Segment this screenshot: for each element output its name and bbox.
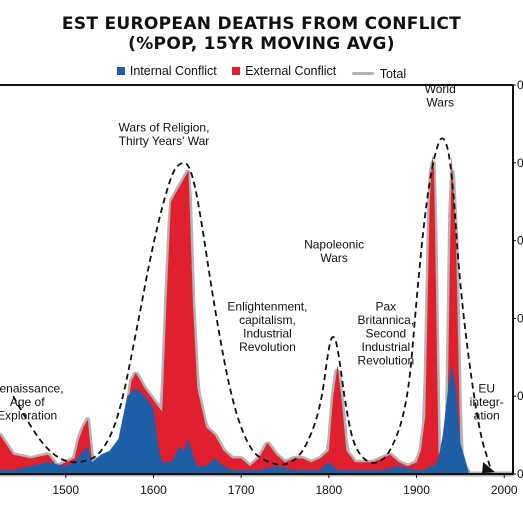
annotation-napoleonic-line-0: Napoleonic bbox=[304, 237, 364, 251]
legend: Internal Conflict External Conflict Tota… bbox=[0, 64, 523, 81]
annotation-religion: Wars of Religion,Thirty Years' War bbox=[119, 121, 210, 149]
chart-title: EST EUROPEAN DEATHS FROM CONFLICT (%POP,… bbox=[0, 14, 523, 54]
annotation-pax-line-3: Industrial bbox=[361, 340, 410, 354]
y-tick-label-5: 0 bbox=[517, 467, 523, 481]
annotation-pax-line-4: Revolution bbox=[357, 354, 414, 368]
trend-layer bbox=[12, 137, 496, 474]
annotation-enlightenment-line-0: Enlightenment, bbox=[227, 300, 307, 314]
y-tick-label-3: 0 bbox=[517, 311, 523, 325]
y-tick-label-1: 0 bbox=[517, 156, 523, 170]
annotation-pax-line-0: Pax bbox=[376, 300, 397, 314]
annotation-pax-line-2: Second bbox=[365, 327, 406, 341]
x-tick-label-1700: 1700 bbox=[228, 483, 255, 497]
legend-internal-label: Internal Conflict bbox=[129, 64, 217, 78]
internal-conflict-area bbox=[0, 365, 505, 474]
trend-arrowhead bbox=[482, 462, 496, 474]
y-tick-label-0: 0 bbox=[517, 78, 523, 92]
annotation-eu-line-1: integr- bbox=[470, 395, 504, 409]
annotation-enlightenment-line-2: Industrial bbox=[243, 327, 292, 341]
legend-total-label: Total bbox=[379, 66, 407, 81]
y-tick-label-4: 0 bbox=[517, 389, 523, 403]
legend-external-label: External Conflict bbox=[245, 64, 337, 78]
area-layer bbox=[0, 155, 515, 477]
legend-total: Total bbox=[351, 66, 407, 81]
chart-title-line1: EST EUROPEAN DEATHS FROM CONFLICT bbox=[61, 14, 462, 34]
annotation-religion-line-0: Wars of Religion, bbox=[119, 121, 210, 135]
x-tick-label-2000: 2000 bbox=[491, 483, 518, 497]
legend-internal: Internal Conflict bbox=[116, 64, 217, 78]
chart-title-line2: (%POP, 15YR MOVING AVG) bbox=[128, 34, 395, 54]
x-tick-label-1500: 1500 bbox=[52, 483, 79, 497]
annotation-enlightenment-line-1: capitalism, bbox=[239, 313, 296, 327]
annotation-renaissance-line-1: Age of bbox=[10, 395, 45, 409]
x-tick-label-1800: 1800 bbox=[315, 483, 342, 497]
trend-dashed-line bbox=[12, 137, 492, 471]
x-tick-label-1600: 1600 bbox=[140, 483, 167, 497]
annotation-enlightenment: Enlightenment,capitalism,IndustrialRevol… bbox=[227, 300, 307, 355]
axis-layer: 1500 1600 1700 1800 1900 2000 0 0 0 0 0 0 bbox=[0, 78, 523, 497]
annotation-eu-line-0: EU bbox=[478, 381, 495, 395]
legend-total-swatch bbox=[351, 72, 374, 75]
legend-external-swatch bbox=[232, 67, 241, 75]
x-tick-label-1900: 1900 bbox=[403, 483, 430, 497]
legend-external: External Conflict bbox=[232, 64, 336, 78]
annotation-renaissance-line-2: Exploration bbox=[0, 408, 57, 422]
annotation-napoleonic-line-1: Wars bbox=[320, 251, 348, 265]
annotation-religion-line-1: Thirty Years' War bbox=[119, 134, 210, 148]
annotation-enlightenment-line-3: Revolution bbox=[239, 340, 296, 354]
legend-internal-swatch bbox=[116, 67, 125, 75]
annotation-world-line-0: World bbox=[425, 82, 456, 96]
annotation-world-line-1: Wars bbox=[426, 95, 454, 109]
annotation-pax-line-1: Britannica, bbox=[357, 313, 414, 327]
y-tick-label-2: 0 bbox=[517, 234, 523, 248]
annotation-eu-line-2: ation bbox=[474, 408, 500, 422]
annotation-renaissance-line-0: Renaissance, bbox=[0, 381, 64, 395]
